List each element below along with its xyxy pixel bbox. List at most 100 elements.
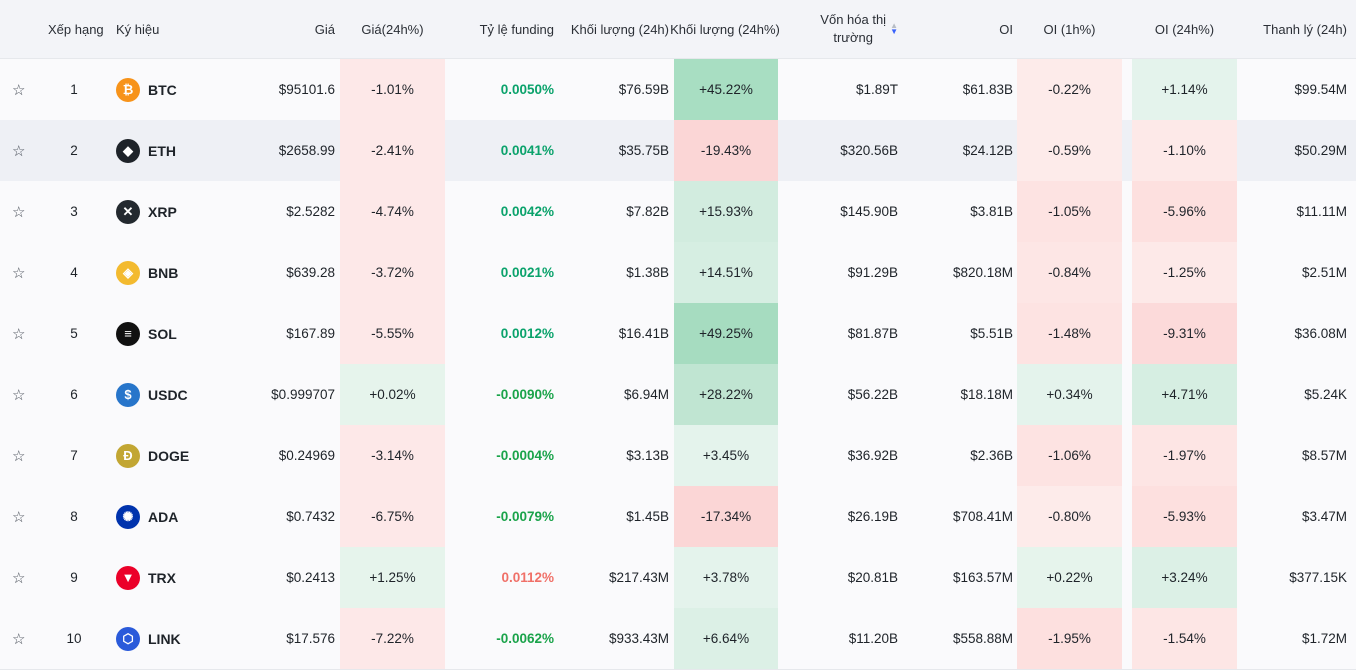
header-symbol[interactable]: Ký hiệu: [116, 21, 160, 37]
rank-cell: 7: [70, 448, 78, 463]
table-row[interactable]: ☆ 7 Ð DOGE $0.24969 -3.14% -0.0004% $3.1…: [0, 425, 1356, 487]
oi-cell: $558.88M: [952, 631, 1013, 646]
funding-rate-cell: -0.0079%: [496, 509, 554, 524]
oi-1h-bg: [1017, 181, 1122, 242]
header-market-cap[interactable]: Vốn hóa thị trường ▲ ▼: [780, 0, 898, 58]
market-cap-cell: $56.22B: [847, 387, 898, 402]
liquidation-cell: $8.57M: [1301, 448, 1347, 463]
oi-cell: $163.57M: [952, 570, 1013, 585]
price-change-cell: -7.22%: [371, 631, 414, 646]
table-row[interactable]: ☆ 10 ⬡ LINK $17.576 -7.22% -0.0062% $933…: [0, 608, 1356, 670]
oi-24h-bg: [1132, 181, 1237, 242]
symbol-cell[interactable]: ⬡ LINK: [116, 608, 181, 669]
oi-24h-bg: [1132, 547, 1237, 608]
oi-24h-cell: -1.54%: [1163, 631, 1206, 646]
header-price[interactable]: Giá: [314, 21, 335, 37]
symbol-cell[interactable]: ≡ SOL: [116, 303, 177, 364]
price-change-bg: [340, 608, 445, 669]
volume-cell: $35.75B: [618, 143, 669, 158]
oi-1h-cell: -1.05%: [1048, 204, 1091, 219]
oi-24h-bg: [1132, 364, 1237, 425]
symbol-cell[interactable]: Ð DOGE: [116, 425, 189, 486]
oi-24h-bg: [1132, 242, 1237, 303]
ada-icon: ✺: [116, 504, 140, 529]
bnb-icon: ◈: [116, 260, 140, 285]
oi-1h-cell: -0.80%: [1048, 509, 1091, 524]
symbol-cell[interactable]: ▼ TRX: [116, 547, 176, 608]
liquidation-cell: $377.15K: [1289, 570, 1347, 585]
oi-1h-bg: [1017, 364, 1122, 425]
oi-24h-cell: -1.10%: [1163, 143, 1206, 158]
header-liquidation[interactable]: Thanh lý (24h): [1263, 21, 1347, 37]
symbol-label: DOGE: [148, 447, 190, 464]
rank-cell: 5: [70, 326, 78, 341]
table-row[interactable]: ☆ 2 ◆ ETH $2658.99 -2.41% 0.0041% $35.75…: [0, 120, 1356, 182]
favorite-star-icon[interactable]: ☆: [12, 81, 26, 99]
price-change-bg: [340, 120, 445, 181]
header-volume[interactable]: Khối lượng (24h): [570, 21, 669, 37]
favorite-star-icon[interactable]: ☆: [12, 386, 26, 404]
favorite-star-icon[interactable]: ☆: [12, 142, 26, 160]
header-volume-change[interactable]: Khối lượng (24h%): [670, 21, 780, 37]
favorite-star-icon[interactable]: ☆: [12, 264, 26, 282]
table-row[interactable]: ☆ 4 ◈ BNB $639.28 -3.72% 0.0021% $1.38B …: [0, 242, 1356, 304]
favorite-star-icon[interactable]: ☆: [12, 569, 26, 587]
header-funding-rate[interactable]: Tỷ lệ funding: [479, 21, 554, 37]
symbol-cell[interactable]: ◆ ETH: [116, 120, 176, 181]
price-change-bg: [340, 303, 445, 364]
oi-1h-cell: +0.34%: [1046, 387, 1093, 402]
volume-cell: $1.45B: [626, 509, 669, 524]
volume-change-bg: [674, 608, 778, 669]
oi-1h-bg: [1017, 120, 1122, 181]
symbol-cell[interactable]: ✺ ADA: [116, 486, 178, 547]
oi-cell: $820.18M: [952, 265, 1013, 280]
price-change-cell: +1.25%: [369, 570, 416, 585]
oi-1h-bg: [1017, 547, 1122, 608]
favorite-star-icon[interactable]: ☆: [12, 508, 26, 526]
table-row[interactable]: ☆ 5 ≡ SOL $167.89 -5.55% 0.0012% $16.41B…: [0, 303, 1356, 365]
market-cap-cell: $20.81B: [847, 570, 898, 585]
volume-change-bg: [674, 364, 778, 425]
price-cell: $17.576: [286, 631, 335, 646]
symbol-cell[interactable]: ✕ XRP: [116, 181, 177, 242]
eth-icon: ◆: [116, 138, 140, 163]
header-rank[interactable]: Xếp hạng: [48, 21, 104, 37]
header-price-change[interactable]: Giá(24h%): [361, 21, 424, 37]
volume-cell: $217.43M: [608, 570, 669, 585]
oi-cell: $61.83B: [962, 82, 1013, 97]
price-change-cell: -4.74%: [371, 204, 414, 219]
liquidation-cell: $99.54M: [1294, 82, 1347, 97]
sol-icon: ≡: [116, 321, 140, 346]
table-row[interactable]: ☆ 3 ✕ XRP $2.5282 -4.74% 0.0042% $7.82B …: [0, 181, 1356, 243]
table-row[interactable]: ☆ 8 ✺ ADA $0.7432 -6.75% -0.0079% $1.45B…: [0, 486, 1356, 548]
favorite-star-icon[interactable]: ☆: [12, 203, 26, 221]
header-oi-24h[interactable]: OI (24h%): [1154, 21, 1215, 37]
volume-change-bg: [674, 486, 778, 547]
volume-change-cell: +14.51%: [699, 265, 753, 280]
symbol-cell[interactable]: $ USDC: [116, 364, 188, 425]
volume-cell: $76.59B: [618, 82, 669, 97]
symbol-cell[interactable]: ₿ BTC: [116, 59, 177, 120]
header-market-cap-line2: trường: [833, 30, 873, 45]
symbol-label: XRP: [148, 203, 177, 220]
header-oi-1h[interactable]: OI (1h%): [1043, 21, 1096, 37]
table-row[interactable]: ☆ 1 ₿ BTC $95101.6 -1.01% 0.0050% $76.59…: [0, 59, 1356, 121]
table-row[interactable]: ☆ 9 ▼ TRX $0.2413 +1.25% 0.0112% $217.43…: [0, 547, 1356, 609]
market-cap-cell: $145.90B: [840, 204, 898, 219]
volume-cell: $6.94M: [623, 387, 669, 402]
link-icon: ⬡: [116, 626, 140, 651]
sort-desc-icon[interactable]: ▲ ▼: [890, 21, 898, 36]
liquidation-cell: $2.51M: [1301, 265, 1347, 280]
favorite-star-icon[interactable]: ☆: [12, 630, 26, 648]
rank-cell: 2: [70, 143, 78, 158]
oi-24h-cell: -9.31%: [1163, 326, 1206, 341]
favorite-star-icon[interactable]: ☆: [12, 447, 26, 465]
header-oi[interactable]: OI: [999, 21, 1013, 37]
volume-change-cell: +15.93%: [699, 204, 753, 219]
table-row[interactable]: ☆ 6 $ USDC $0.999707 +0.02% -0.0090% $6.…: [0, 364, 1356, 426]
volume-change-cell: +28.22%: [699, 387, 753, 402]
market-cap-cell: $26.19B: [847, 509, 898, 524]
market-cap-cell: $81.87B: [847, 326, 898, 341]
symbol-cell[interactable]: ◈ BNB: [116, 242, 178, 303]
favorite-star-icon[interactable]: ☆: [12, 325, 26, 343]
